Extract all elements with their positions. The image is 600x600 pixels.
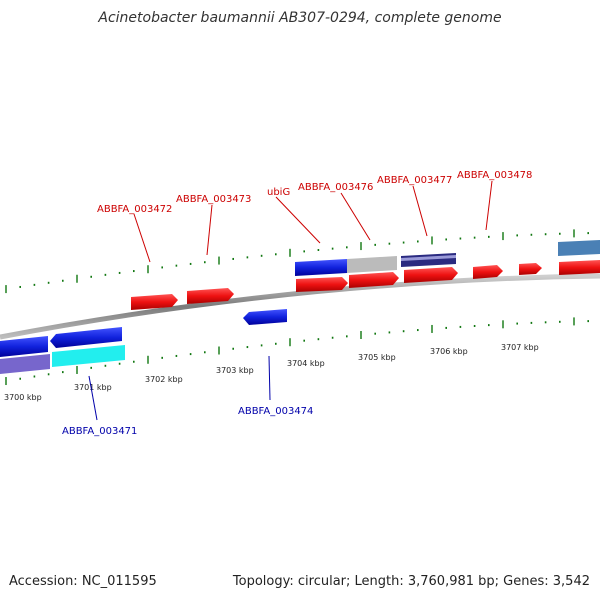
kbp-scale: 3700 kbp 3701 kbp 3702 kbp 3703 kbp 3704…: [4, 343, 539, 402]
gene-label[interactable]: ABBFA_003471: [62, 426, 137, 437]
outer-tick-track: [5, 229, 590, 294]
gene-arrow-forward[interactable]: [131, 294, 178, 310]
gene-arrow-reverse[interactable]: [0, 336, 48, 357]
kbp-label: 3705 kbp: [358, 353, 396, 362]
gene-arrow-reverse[interactable]: [50, 327, 122, 348]
gene-label[interactable]: ABBFA_003476: [298, 182, 373, 193]
forward-strand-genes: [131, 240, 600, 310]
gene-arrow-forward[interactable]: [187, 288, 234, 304]
map-title: Acinetobacter baumannii AB307-0294, comp…: [98, 10, 502, 26]
accession-text: Accession: NC_011595: [9, 574, 157, 589]
gene-arrow-reverse[interactable]: [243, 309, 287, 325]
gene-arrow-forward[interactable]: [349, 272, 399, 288]
gene-label[interactable]: ABBFA_003473: [176, 194, 251, 205]
gene-labels: ABBFA_003472 ABBFA_003473 ubiG ABBFA_003…: [62, 170, 532, 437]
gene-label[interactable]: ABBFA_003474: [238, 406, 313, 417]
gene-arrow-forward[interactable]: [559, 260, 600, 275]
gene-block-grey[interactable]: [347, 256, 397, 273]
kbp-label: 3701 kbp: [74, 383, 112, 392]
gene-block-steel[interactable]: [558, 240, 600, 256]
kbp-label: 3706 kbp: [430, 347, 468, 356]
kbp-label: 3704 kbp: [287, 359, 325, 368]
kbp-label: 3703 kbp: [216, 366, 254, 375]
gene-block-navy-stripe: [401, 255, 456, 261]
gene-arrow-reverse[interactable]: [295, 259, 347, 276]
gene-arrow-forward[interactable]: [473, 265, 503, 279]
gene-block-cyan[interactable]: [52, 345, 125, 367]
genome-backbone: [0, 273, 600, 340]
kbp-label: 3702 kbp: [145, 375, 183, 384]
gene-arrow-forward[interactable]: [404, 267, 458, 283]
gene-block-purple[interactable]: [0, 354, 50, 374]
gene-label[interactable]: ABBFA_003477: [377, 175, 452, 186]
topology-text: Topology: circular; Length: 3,760,981 bp…: [232, 574, 590, 589]
kbp-label: 3707 kbp: [501, 343, 539, 352]
label-leaders: [88, 180, 493, 421]
gene-arrow-forward[interactable]: [519, 263, 542, 275]
gene-label[interactable]: ABBFA_003478: [457, 170, 532, 181]
kbp-label: 3700 kbp: [4, 393, 42, 402]
gene-label[interactable]: ubiG: [267, 187, 290, 198]
inner-tick-track: [5, 317, 590, 386]
gene-arrow-forward[interactable]: [296, 277, 348, 292]
reverse-strand-genes: [0, 309, 287, 374]
gene-label[interactable]: ABBFA_003472: [97, 204, 172, 215]
